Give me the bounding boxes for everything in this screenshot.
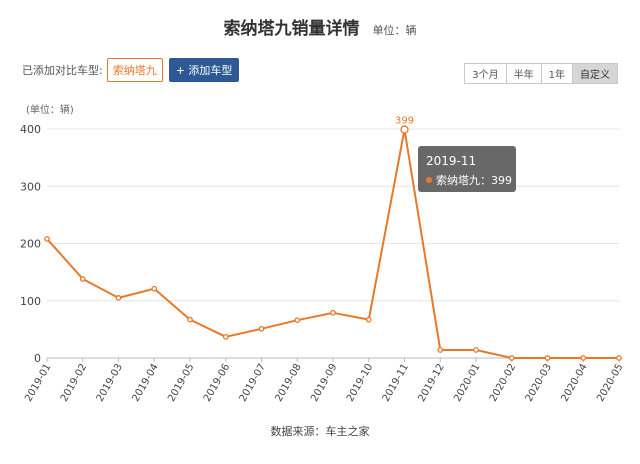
data-point <box>151 285 158 292</box>
y-tick-label: 400 <box>20 123 41 136</box>
y-axis-label: (单位：辆) <box>26 103 74 116</box>
x-tick-label: 2020-02 <box>488 362 518 404</box>
tooltip-title: 2019-11 <box>426 154 476 168</box>
y-tick-label: 100 <box>20 295 41 308</box>
x-tick-label: 2019-03 <box>95 362 125 404</box>
x-tick-label: 2019-11 <box>381 362 411 404</box>
range-custom-button[interactable]: 自定义 <box>573 63 618 84</box>
y-tick-label: 300 <box>20 180 41 193</box>
chart-header: 索纳塔九销量详情 单位：辆 <box>0 14 640 39</box>
x-tick-label: 2019-02 <box>59 362 89 404</box>
data-point <box>44 236 50 242</box>
tooltip-marker <box>426 177 432 183</box>
data-point <box>187 316 193 323</box>
x-tick-label: 2019-05 <box>166 362 196 404</box>
page-title: 索纳塔九销量详情 <box>223 19 360 39</box>
add-model-button[interactable]: + 添加车型 <box>168 58 240 82</box>
compare-bar: 已添加对比车型: 索纳塔九 + 添加车型 <box>22 58 240 82</box>
tooltip: 2019-11 索纳塔九：399 <box>418 146 516 192</box>
data-point <box>365 316 372 323</box>
x-tick-label: 2019-12 <box>416 362 446 404</box>
tooltip-value: 索纳塔九：399 <box>436 173 512 187</box>
data-point <box>508 355 515 361</box>
data-point <box>222 333 229 340</box>
unit-label: 单位：辆 <box>372 24 417 37</box>
range-1-year-button[interactable]: 1年 <box>541 63 573 84</box>
data-point <box>437 347 444 353</box>
y-tick-label: 0 <box>34 352 41 365</box>
range-half-year-button[interactable]: 半年 <box>506 63 542 84</box>
x-tick-label: 2020-04 <box>559 362 589 404</box>
x-tick-label: 2019-08 <box>273 362 303 404</box>
y-tick-label: 200 <box>20 238 41 251</box>
x-tick-label: 2019-06 <box>202 362 232 404</box>
x-tick-label: 2019-04 <box>130 362 160 404</box>
range-3-months-button[interactable]: 3个月 <box>464 63 507 84</box>
data-point <box>258 325 265 332</box>
x-tick-label: 2019-10 <box>345 362 375 404</box>
peak-data-label: 399 <box>395 116 414 127</box>
data-point <box>330 309 336 316</box>
data-point <box>115 295 122 301</box>
x-tick-label: 2020-01 <box>452 362 482 404</box>
x-tick-label: 2020-03 <box>524 362 554 404</box>
x-tick-label: 2019-01 <box>23 362 53 404</box>
x-tick-label: 2019-09 <box>309 362 339 404</box>
data-point <box>580 355 587 361</box>
data-point <box>473 347 479 353</box>
compare-chip-sonata9[interactable]: 索纳塔九 <box>106 58 163 82</box>
x-tick-label: 2020-05 <box>595 362 625 404</box>
data-point <box>79 276 86 282</box>
x-tick-label: 2019-07 <box>238 362 268 404</box>
data-point <box>400 125 409 134</box>
data-source: 数据来源：车主之家 <box>270 425 370 438</box>
tooltip-box <box>418 146 516 192</box>
range-selector: 3个月 半年 1年 自定义 <box>464 63 618 84</box>
data-point <box>616 355 622 361</box>
data-point <box>294 317 301 324</box>
compare-label: 已添加对比车型: <box>22 64 103 77</box>
data-point <box>544 355 551 361</box>
